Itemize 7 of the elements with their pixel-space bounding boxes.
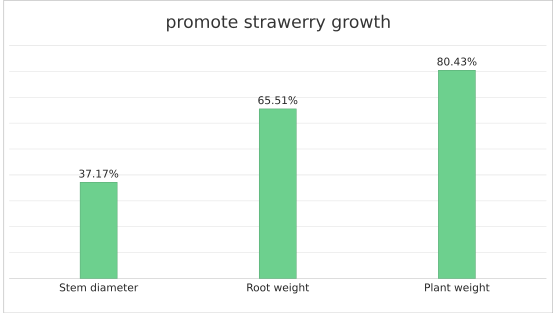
x-tick-label: Root weight <box>247 283 310 294</box>
data-label: 80.43% <box>437 57 476 66</box>
data-label: 65.51% <box>258 96 298 104</box>
data-label: 37.17% <box>79 169 118 178</box>
chart-title: promote strawerry growth <box>167 14 390 32</box>
x-tick-label: Stem diameter <box>60 283 138 292</box>
x-tick-label: Plant weight <box>425 283 490 294</box>
